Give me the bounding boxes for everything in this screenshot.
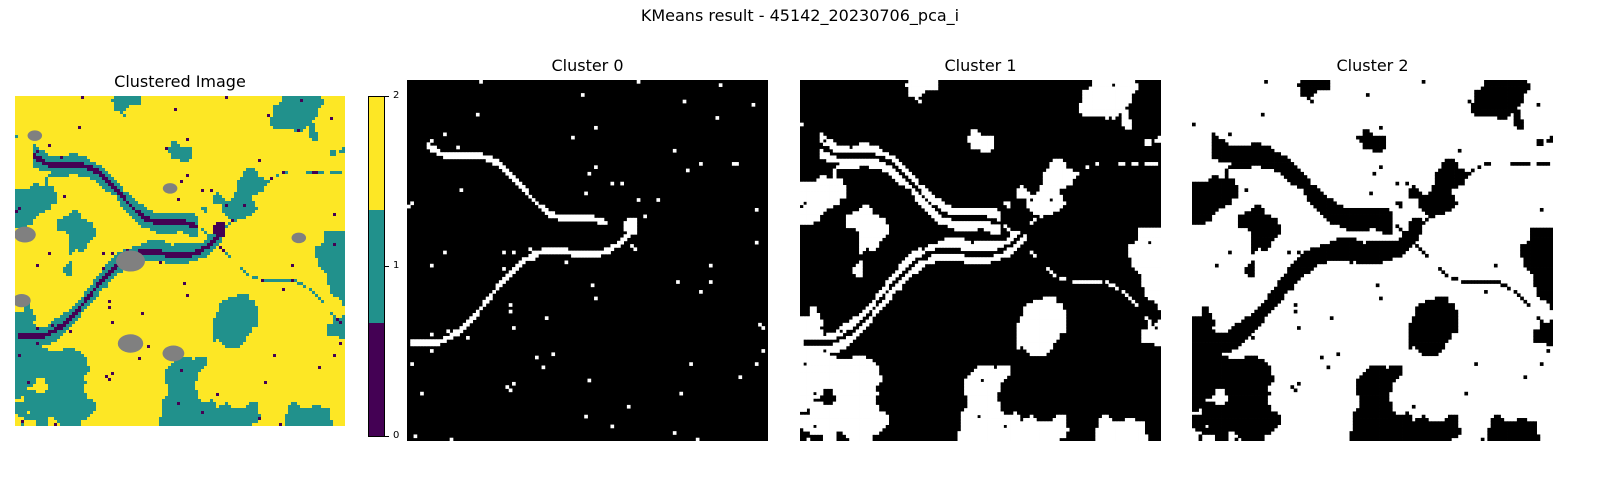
nodata-patch — [291, 232, 307, 244]
nodata-patch — [162, 183, 178, 194]
figure-suptitle: KMeans result - 45142_20230706_pca_i — [640, 6, 960, 25]
colorbar-label-2: 2 — [393, 90, 400, 101]
colorbar-tick-0 — [385, 436, 389, 437]
colorbar-label-0: 0 — [393, 430, 400, 441]
cluster-2-mask — [1192, 80, 1553, 441]
panel-title-cluster-0: Cluster 0 — [551, 56, 624, 75]
panel-title-cluster-1: Cluster 1 — [944, 56, 1017, 75]
cluster-1-mask — [800, 80, 1161, 441]
panel-title-clustered: Clustered Image — [114, 72, 246, 91]
nodata-patch — [162, 345, 185, 362]
clustered-image — [15, 96, 345, 426]
cluster-0-mask — [407, 80, 768, 441]
colorbar-label-1: 1 — [393, 260, 400, 271]
nodata-patch — [117, 334, 144, 353]
colorbar — [368, 96, 385, 437]
nodata-patch — [15, 226, 36, 243]
panel-title-cluster-2: Cluster 2 — [1336, 56, 1409, 75]
nodata-patch — [27, 130, 43, 141]
nodata-patch — [115, 250, 146, 272]
colorbar-tick-2 — [385, 96, 389, 97]
colorbar-segment-0 — [369, 323, 384, 436]
nodata-patch — [15, 294, 31, 308]
colorbar-segment-1 — [369, 210, 384, 323]
colorbar-segment-2 — [369, 97, 384, 210]
colorbar-tick-1 — [385, 266, 389, 267]
